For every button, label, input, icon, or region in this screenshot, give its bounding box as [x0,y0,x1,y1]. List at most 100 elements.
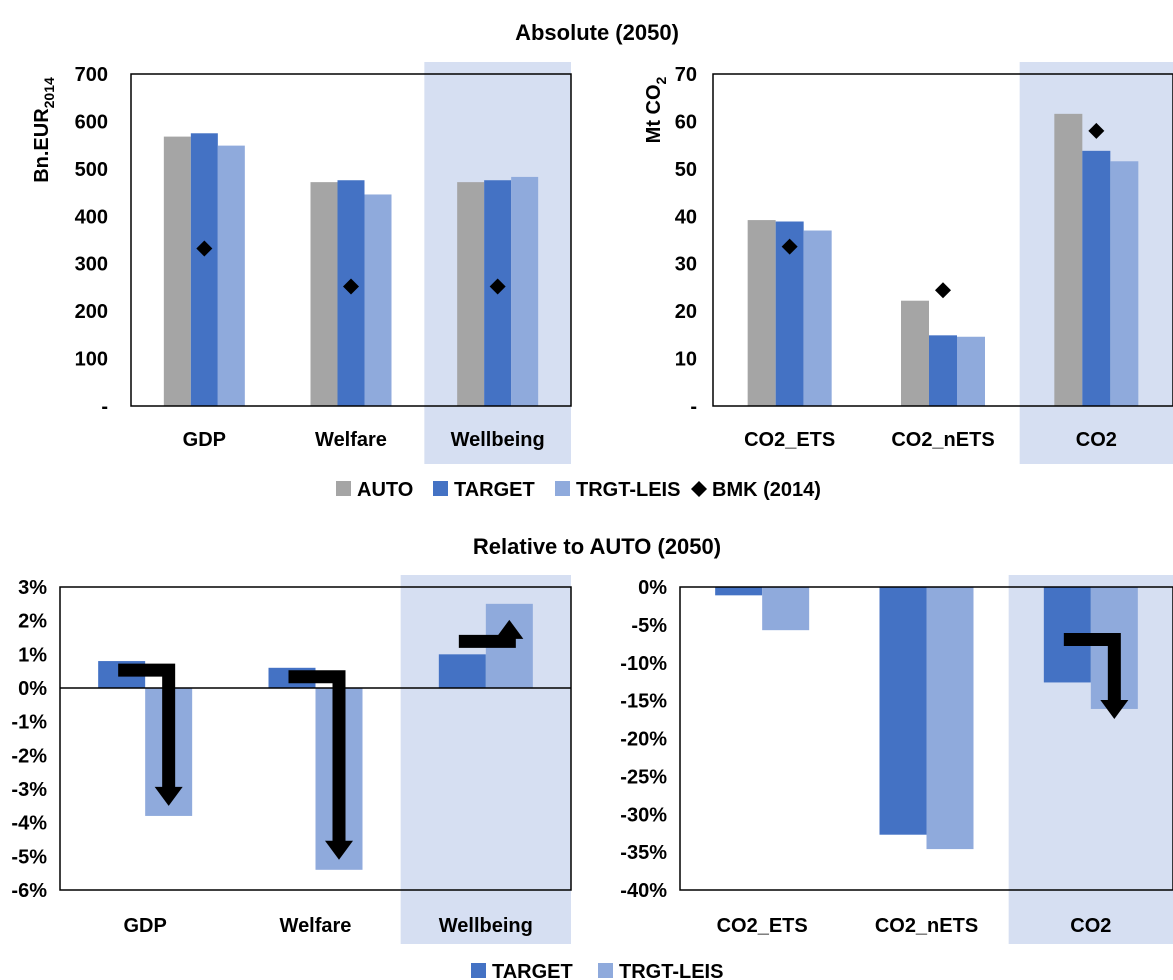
ytick-label: - [690,396,697,418]
y-axis-label-abs_co2: Mt CO2 [643,76,669,143]
arrow-icon-head [154,786,183,806]
charts-layer: - 100 200 300 400 500 600 700 GDP Welfare Wellbein… [11,62,1173,944]
legend-top: AUTO TARGET TRGT-LEIS BMK (2014) [336,479,821,501]
ytick-label: 3% [18,577,47,599]
category-label: Wellbeing [439,915,533,937]
bar-trgt-leis-co2_ets [762,587,810,631]
ytick-label: -35% [620,842,667,864]
legend-label: TARGET [492,961,573,980]
ytick-label: 100 [75,349,108,371]
arrow-icon-head [1100,699,1129,719]
ytick-label: 70 [675,64,697,86]
legend-swatch-target [433,481,448,496]
bar-trgt-leis-co2_nets [957,336,985,406]
ytick-label: 500 [75,159,108,181]
category-label: GDP [183,429,226,451]
category-label: Wellbeing [451,429,545,451]
plot-area-abs_co2 [712,73,1173,407]
plot-area-abs_econ [130,73,572,407]
legend-label: TRGT-LEIS [576,479,680,501]
arrow-icon [1063,632,1121,707]
bar-target-gdp [190,133,218,407]
arrow-icon-head [325,840,353,860]
ytick-label: -25% [620,766,667,788]
category-label: CO2 [1070,915,1111,937]
bar-target-co2 [1082,150,1111,406]
category-label: CO2_ETS [744,429,835,451]
legend-diamond-icon [691,481,707,497]
ytick-label: 400 [75,206,108,228]
ytick-label: 60 [675,111,697,133]
bar-auto-gdp [163,136,191,406]
plot-area-rel_econ [59,586,572,891]
marker-bmk-co2 [1088,122,1105,139]
bar-auto-welfare [310,182,338,406]
ytick-label: 30 [675,254,697,276]
ytick-label: -5% [631,615,667,637]
ytick-label: -1% [11,712,47,734]
legend-label: BMK (2014) [712,479,821,501]
category-label: GDP [123,915,166,937]
legend-swatch-trgt-leis [598,963,613,978]
y-axis-label-main: Bn.EUR [31,108,53,183]
legend-label: AUTO [357,479,413,501]
marker-bmk-co2_ets [781,238,798,255]
arrow-icon [288,670,346,848]
bar-trgt-leis-gdp [217,145,245,407]
bar-trgt-leis-co2_nets [926,587,974,850]
ytick-label: 600 [75,111,108,133]
ytick-label: 2% [18,611,47,633]
ytick-label: 50 [675,159,697,181]
legend-swatch-target [471,963,486,978]
legend-swatch-auto [336,481,351,496]
ytick-label: -40% [620,880,667,902]
legend-swatch-trgt-leis [555,481,570,496]
ytick-label: -15% [620,691,667,713]
ytick-label: -20% [620,729,667,751]
ytick-label: -3% [11,779,47,801]
chart-rel_econ: -6% -5% -4% -3% -2% -1% 0% 1% 2% 3% GDP Welfare Well… [11,575,572,944]
top-figure-title: Absolute (2050) [515,20,679,45]
ytick-label: -2% [11,745,47,767]
y-axis-label-abs_econ: Bn.EUR2014 [31,77,57,183]
ytick-label: 700 [75,64,108,86]
ytick-label: 0% [638,577,667,599]
marker-bmk-gdp [196,240,213,257]
bar-target-co2_ets [715,587,763,596]
bar-auto-co2_ets [747,220,776,406]
bar-trgt-leis-co2_ets [803,230,832,406]
category-label: CO2_nETS [875,915,978,937]
ytick-label: -4% [11,813,47,835]
category-label: CO2_ETS [717,915,808,937]
category-label: Welfare [315,429,387,451]
ytick-label: -6% [11,880,47,902]
bottom-figure-title: Relative to AUTO (2050) [473,534,721,559]
ytick-label: - [101,396,108,418]
ytick-label: -30% [620,804,667,826]
arrow-icon [118,663,176,794]
marker-bmk-welfare [343,278,359,295]
marker-bmk-wellbeing [489,278,506,295]
ytick-label: -10% [620,653,667,675]
y-axis-label-subscript: 2014 [41,77,57,108]
legend-label: TRGT-LEIS [619,961,723,980]
ytick-label: 0% [18,678,47,700]
bar-trgt-leis-wellbeing [511,176,539,406]
ytick-label: 10 [675,349,697,371]
chart-abs_econ: - 100 200 300 400 500 600 700 GDP Welfare Wellbein… [31,62,572,464]
bar-trgt-leis-co2 [1110,161,1139,406]
bar-auto-wellbeing [457,182,485,406]
bar-trgt-leis-welfare [364,194,392,406]
ytick-label: 40 [675,206,697,228]
chart-abs_co2: - 10 20 30 40 50 60 70 CO2_ETS CO2_nETS CO2 Mt CO2 [643,62,1173,464]
plot-area-rel_co2 [679,586,1173,891]
marker-bmk-co2_nets [935,282,951,299]
arrow-icon-head [495,619,524,639]
ytick-label: 1% [18,644,47,666]
bar-target-wellbeing [438,654,486,688]
category-label: CO2 [1076,429,1117,451]
category-label: Welfare [280,915,352,937]
ytick-label: 200 [75,301,108,323]
bar-auto-co2_nets [901,300,929,406]
